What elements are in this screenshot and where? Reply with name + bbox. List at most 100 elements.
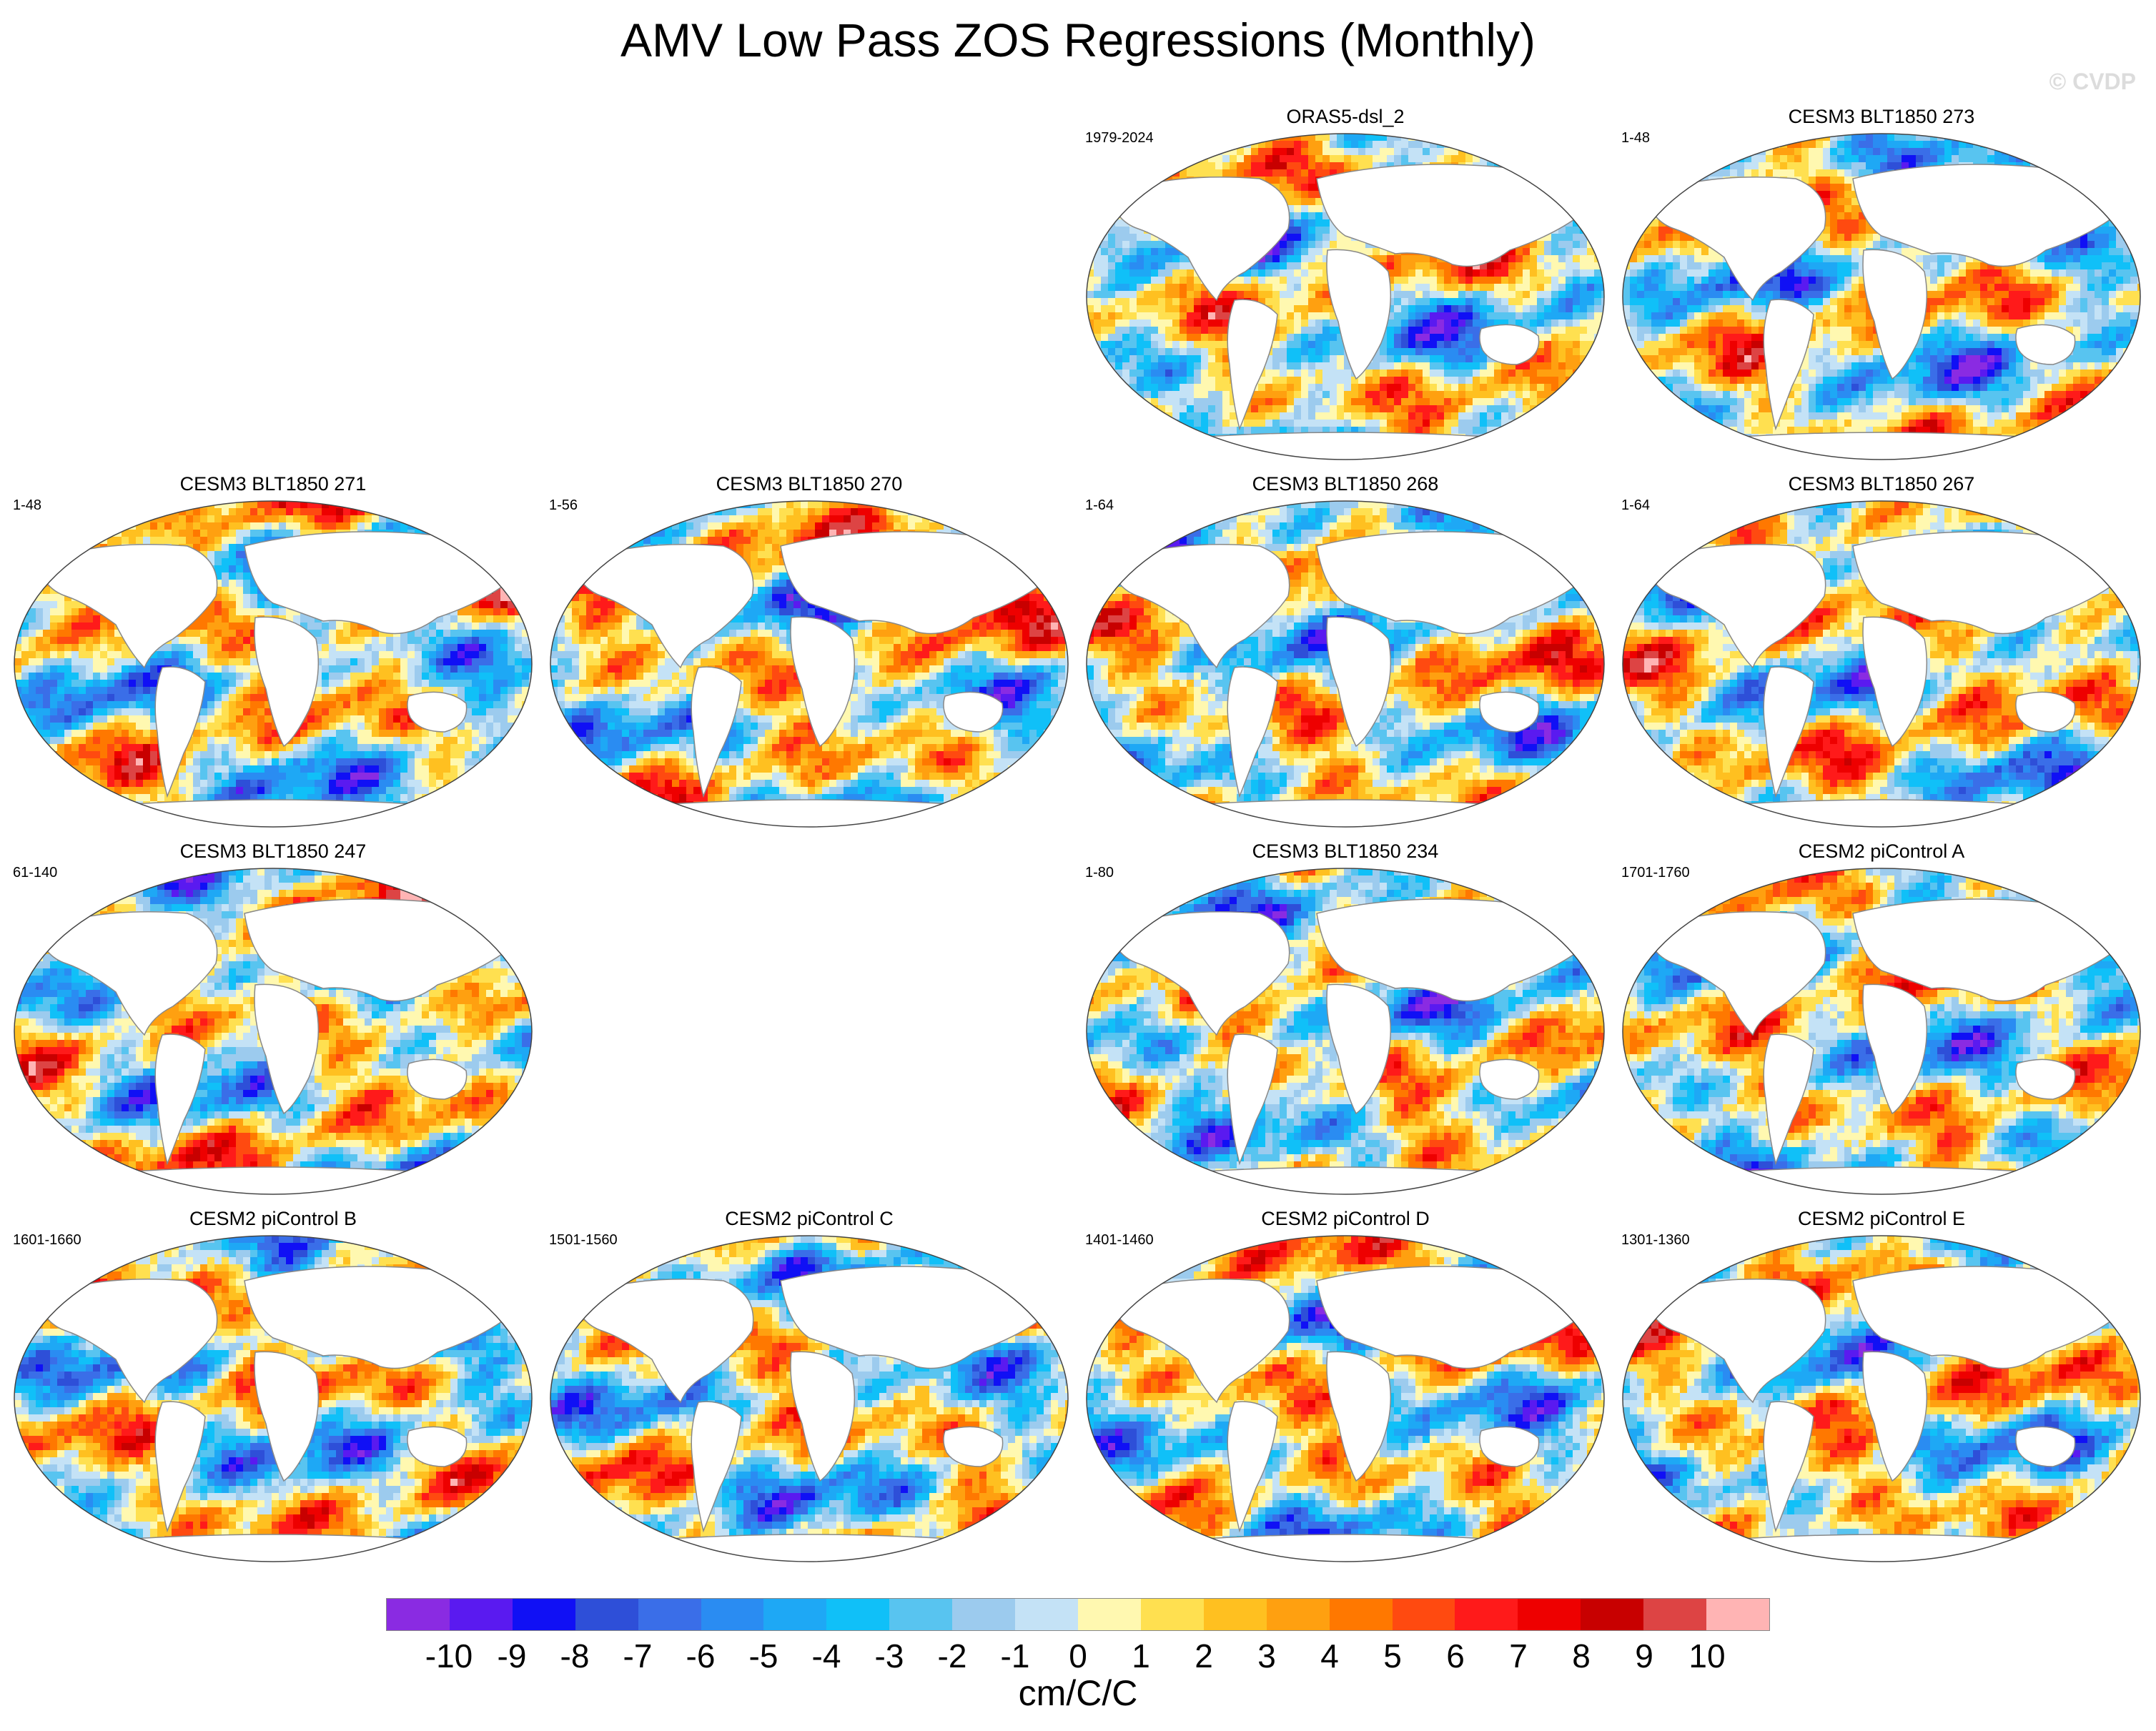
field-cell bbox=[1280, 405, 1287, 413]
field-cell bbox=[1108, 341, 1116, 349]
field-cell bbox=[1129, 369, 1137, 377]
field-cell bbox=[1137, 384, 1144, 392]
field-cell bbox=[1909, 248, 1917, 256]
field-cell bbox=[1287, 255, 1295, 263]
field-cell bbox=[1594, 262, 1602, 270]
field-cell bbox=[1144, 277, 1152, 284]
field-cell bbox=[1859, 134, 1866, 142]
field-cell bbox=[1101, 369, 1109, 377]
field-cell bbox=[1165, 262, 1173, 270]
field-cell bbox=[1129, 355, 1137, 363]
field-cell bbox=[1823, 198, 1831, 206]
field-cell bbox=[2023, 269, 2031, 277]
field-cell bbox=[1215, 455, 1223, 460]
field-cell bbox=[1208, 134, 1216, 142]
field-cell bbox=[1122, 448, 1130, 456]
field-cell bbox=[1280, 234, 1287, 242]
field-cell bbox=[1315, 227, 1323, 234]
field-cell bbox=[2087, 248, 2095, 256]
field-cell bbox=[1566, 455, 1573, 460]
field-cell bbox=[1594, 305, 1602, 313]
field-cell bbox=[1566, 191, 1573, 199]
field-cell bbox=[2102, 148, 2110, 156]
field-cell bbox=[1387, 277, 1395, 284]
field-cell bbox=[1944, 155, 1952, 163]
field-cell bbox=[2080, 155, 2088, 163]
field-cell bbox=[1558, 277, 1566, 284]
field-cell bbox=[1658, 198, 1666, 206]
field-cell bbox=[1394, 384, 1402, 392]
field-cell bbox=[1473, 441, 1480, 449]
field-cell bbox=[1337, 162, 1345, 170]
field-cell bbox=[1187, 291, 1195, 299]
field-cell bbox=[2123, 212, 2131, 220]
field-cell bbox=[1666, 277, 1673, 284]
field-cell bbox=[1387, 405, 1395, 413]
field-cell bbox=[1137, 241, 1144, 249]
field-cell bbox=[2137, 198, 2140, 206]
field-cell bbox=[1415, 305, 1423, 313]
field-cell bbox=[1122, 191, 1130, 199]
field-cell bbox=[1315, 384, 1323, 392]
field-cell bbox=[1201, 348, 1209, 356]
field-cell bbox=[1165, 377, 1173, 385]
field-cell bbox=[1530, 162, 1538, 170]
field-cell bbox=[1423, 284, 1430, 292]
field-cell bbox=[1294, 327, 1302, 334]
field-cell bbox=[1508, 319, 1516, 327]
field-cell bbox=[1129, 455, 1137, 460]
field-cell bbox=[1451, 269, 1459, 277]
field-cell bbox=[2137, 177, 2140, 184]
field-cell bbox=[1473, 305, 1480, 313]
field-cell bbox=[1180, 398, 1187, 406]
field-cell bbox=[1201, 169, 1209, 177]
field-cell bbox=[1187, 348, 1195, 356]
field-cell bbox=[1673, 269, 1681, 277]
field-cell bbox=[1601, 334, 1604, 342]
field-cell bbox=[1558, 241, 1566, 249]
field-cell bbox=[1623, 162, 1631, 170]
field-cell bbox=[1108, 312, 1116, 320]
field-cell bbox=[1351, 412, 1359, 420]
field-cell bbox=[1573, 455, 1581, 460]
field-cell bbox=[1423, 334, 1430, 342]
field-cell bbox=[1301, 248, 1309, 256]
field-cell bbox=[1709, 262, 1716, 270]
field-cell bbox=[1401, 412, 1409, 420]
field-cell bbox=[1330, 391, 1337, 399]
field-cell bbox=[1401, 420, 1409, 427]
field-cell bbox=[1508, 377, 1516, 385]
field-cell bbox=[1551, 234, 1559, 242]
field-cell bbox=[1816, 141, 1824, 149]
field-cell bbox=[1351, 162, 1359, 170]
field-cell bbox=[1137, 341, 1144, 349]
field-cell bbox=[1151, 369, 1159, 377]
field-cell bbox=[1694, 277, 1702, 284]
field-cell bbox=[1716, 262, 1724, 270]
field-cell bbox=[1830, 191, 1838, 199]
field-cell bbox=[2073, 155, 2081, 163]
field-cell bbox=[2059, 277, 2067, 284]
field-cell bbox=[1694, 269, 1702, 277]
field-cell bbox=[1680, 269, 1688, 277]
field-cell bbox=[1737, 284, 1745, 292]
field-cell bbox=[1129, 269, 1137, 277]
field-cell bbox=[2102, 198, 2110, 206]
field-cell bbox=[1658, 241, 1666, 249]
field-cell bbox=[1458, 412, 1466, 420]
field-cell bbox=[2037, 255, 2045, 263]
field-cell bbox=[1394, 291, 1402, 299]
field-cell bbox=[1294, 262, 1302, 270]
field-cell bbox=[2102, 255, 2110, 263]
field-cell bbox=[2102, 162, 2110, 170]
field-cell bbox=[1251, 420, 1259, 427]
field-cell bbox=[1837, 148, 1845, 156]
field-cell bbox=[1330, 327, 1337, 334]
field-cell bbox=[1537, 241, 1545, 249]
field-cell bbox=[2109, 184, 2117, 192]
field-cell bbox=[1480, 427, 1488, 435]
field-cell bbox=[1580, 169, 1588, 177]
field-cell bbox=[1101, 148, 1109, 156]
field-cell bbox=[1172, 341, 1180, 349]
field-cell bbox=[1601, 405, 1604, 413]
